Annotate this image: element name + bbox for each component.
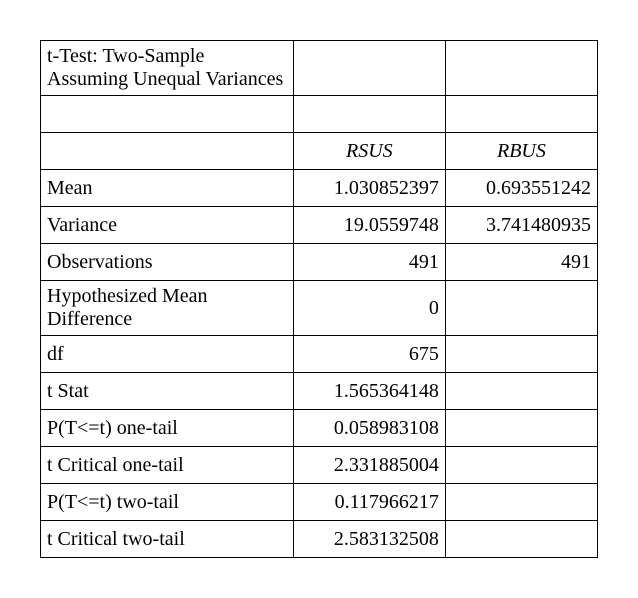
table-row: Mean 1.030852397 0.693551242 [41, 170, 598, 207]
column-header-rsus: RSUS [293, 133, 445, 170]
row-value-col2: 675 [293, 336, 445, 373]
row-value-col3: 3.741480935 [445, 207, 597, 244]
row-label: df [41, 336, 294, 373]
row-label: P(T<=t) two-tail [41, 484, 294, 521]
row-value-col3 [445, 336, 597, 373]
row-value-col3: 0.693551242 [445, 170, 597, 207]
table-row: P(T<=t) one-tail 0.058983108 [41, 410, 598, 447]
row-label: P(T<=t) one-tail [41, 410, 294, 447]
row-value-col2: 2.583132508 [293, 521, 445, 558]
title-row: t-Test: Two-Sample Assuming Unequal Vari… [41, 41, 598, 96]
row-value-col3: 491 [445, 244, 597, 281]
row-value-col2: 1.030852397 [293, 170, 445, 207]
row-value-col2: 491 [293, 244, 445, 281]
empty-cell [293, 96, 445, 133]
row-value-col3 [445, 410, 597, 447]
table-row: t Critical two-tail 2.583132508 [41, 521, 598, 558]
row-value-col2: 0.117966217 [293, 484, 445, 521]
table-row: Hypothesized Mean Difference 0 [41, 281, 598, 336]
table-row: t Critical one-tail 2.331885004 [41, 447, 598, 484]
table-row: Variance 19.0559748 3.741480935 [41, 207, 598, 244]
row-label: Hypothesized Mean Difference [41, 281, 294, 336]
row-label: t Critical one-tail [41, 447, 294, 484]
row-value-col3 [445, 373, 597, 410]
t-test-table: t-Test: Two-Sample Assuming Unequal Vari… [40, 40, 598, 558]
row-value-col2: 19.0559748 [293, 207, 445, 244]
row-value-col3 [445, 281, 597, 336]
table-row: P(T<=t) two-tail 0.117966217 [41, 484, 598, 521]
table-row: t Stat 1.565364148 [41, 373, 598, 410]
row-label: t Critical two-tail [41, 521, 294, 558]
column-header-rbus: RBUS [445, 133, 597, 170]
row-value-col3 [445, 484, 597, 521]
row-value-col3 [445, 447, 597, 484]
empty-cell [293, 41, 445, 96]
row-value-col2: 0.058983108 [293, 410, 445, 447]
empty-cell [445, 41, 597, 96]
row-value-col2: 0 [293, 281, 445, 336]
row-label: Variance [41, 207, 294, 244]
empty-cell [445, 96, 597, 133]
row-value-col3 [445, 521, 597, 558]
empty-cell [41, 96, 294, 133]
empty-cell [41, 133, 294, 170]
row-value-col2: 2.331885004 [293, 447, 445, 484]
table-row: Observations 491 491 [41, 244, 598, 281]
row-value-col2: 1.565364148 [293, 373, 445, 410]
row-label: Mean [41, 170, 294, 207]
row-label: Observations [41, 244, 294, 281]
blank-row [41, 96, 598, 133]
table-row: df 675 [41, 336, 598, 373]
header-row: RSUS RBUS [41, 133, 598, 170]
table-title: t-Test: Two-Sample Assuming Unequal Vari… [41, 41, 294, 96]
row-label: t Stat [41, 373, 294, 410]
